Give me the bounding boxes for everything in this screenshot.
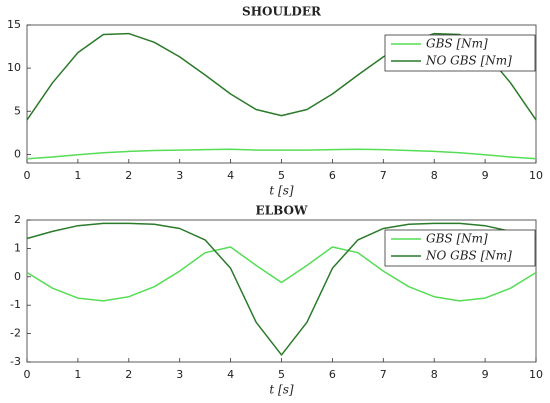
y-tick-label: 0 — [14, 270, 21, 283]
x-tick-label: 3 — [176, 169, 183, 182]
series-line — [26, 32, 537, 121]
x-tick-label: 1 — [74, 169, 81, 182]
x-tick-label: 8 — [431, 169, 438, 182]
x-tick-label: 1 — [74, 368, 81, 381]
x-tick-label: 8 — [431, 368, 438, 381]
y-tick-label: 5 — [14, 104, 21, 117]
legend-box — [384, 34, 536, 72]
y-tick-label: 1 — [14, 241, 21, 254]
x-tick-label: 10 — [529, 169, 543, 182]
x-tick-label: 4 — [227, 169, 234, 182]
x-tick-label: 7 — [380, 169, 387, 182]
legend: GBS [Nm] NO GBS [Nm] — [384, 34, 536, 72]
x-tick-label: 3 — [176, 368, 183, 381]
x-tick-label: 6 — [329, 169, 336, 182]
x-tick-label: 2 — [125, 368, 132, 381]
y-tick-label: -3 — [10, 355, 21, 368]
y-tick-label: 15 — [7, 18, 21, 31]
legend: GBS [Nm] NO GBS [Nm] — [384, 229, 536, 267]
x-tick-label: 10 — [529, 368, 543, 381]
chart-title: ELBOW — [256, 204, 308, 218]
legend-label: GBS [Nm] — [426, 37, 488, 51]
y-tick-label: 0 — [14, 147, 21, 160]
y-tick-label: 2 — [14, 213, 21, 226]
y-tick-label: -2 — [10, 327, 21, 340]
legend-label: NO GBS [Nm] — [425, 249, 512, 263]
legend-label: NO GBS [Nm] — [425, 54, 512, 68]
legend-box — [384, 229, 536, 267]
y-tick-label: -1 — [10, 298, 21, 311]
x-tick-label: 0 — [24, 169, 31, 182]
x-tick-label: 0 — [24, 368, 31, 381]
series-line — [26, 246, 537, 302]
x-axis-label: t [s] — [269, 184, 293, 198]
x-tick-label: 9 — [482, 169, 489, 182]
series-line — [26, 222, 537, 356]
x-tick-label: 9 — [482, 368, 489, 381]
x-tick-label: 5 — [278, 368, 285, 381]
x-tick-label: 4 — [227, 368, 234, 381]
x-axis-label: t [s] — [269, 383, 293, 397]
x-tick-label: 2 — [125, 169, 132, 182]
y-tick-label: 10 — [7, 61, 21, 74]
chart-title: SHOULDER — [242, 5, 322, 19]
series-line — [26, 148, 537, 160]
x-tick-label: 7 — [380, 368, 387, 381]
x-tick-label: 6 — [329, 368, 336, 381]
x-tick-label: 5 — [278, 169, 285, 182]
legend-label: GBS [Nm] — [426, 232, 488, 246]
